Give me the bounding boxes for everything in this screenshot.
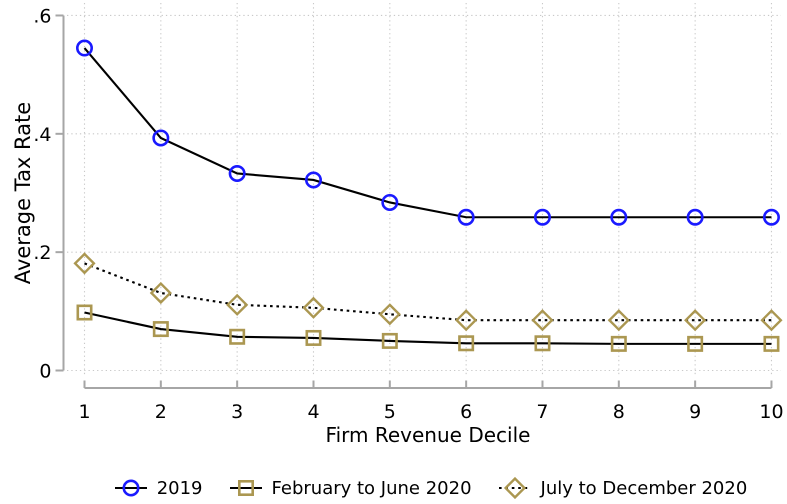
data-point-circle-marker-icon [228, 164, 246, 182]
x-tick-label: 10 [759, 401, 783, 423]
data-point-diamond-marker-icon [760, 309, 783, 332]
x-tick-label: 7 [536, 401, 548, 423]
legend-square-marker-icon [229, 480, 262, 496]
series-line-0 [83, 47, 772, 219]
x-tick-label: 3 [231, 401, 243, 423]
legend: 2019 February to June 2020 July to Decem… [37, 474, 787, 502]
data-point-circle-marker-icon [610, 208, 628, 226]
data-point-square-marker-icon [305, 329, 322, 346]
data-point-square-marker-icon [763, 335, 780, 352]
y-tick-label: 0 [39, 361, 51, 383]
x-axis-title: Firm Revenue Decile [325, 423, 531, 447]
data-point-square-marker-icon [76, 304, 93, 321]
y-tick-label: .6 [33, 5, 51, 27]
data-point-diamond-marker-icon [684, 309, 707, 332]
data-point-square-marker-icon [152, 321, 169, 338]
data-point-circle-marker-icon [381, 193, 399, 211]
data-point-circle-marker-icon [533, 208, 551, 226]
data-point-circle-marker-icon [686, 208, 704, 226]
data-point-circle-marker-icon [762, 208, 780, 226]
data-point-diamond-marker-icon [226, 293, 249, 316]
y-tick-label: .2 [33, 242, 51, 264]
data-point-square-marker-icon [687, 335, 704, 352]
legend-item-feb-june-2020: February to June 2020 [229, 476, 472, 500]
series-line-1 [84, 311, 772, 345]
legend-label-july-dec-2020: July to December 2020 [540, 477, 748, 499]
legend-label-feb-june-2020: February to June 2020 [271, 477, 472, 499]
data-point-square-marker-icon [229, 328, 246, 345]
data-point-square-marker-icon [610, 335, 627, 352]
data-point-circle-marker-icon [122, 479, 140, 497]
legend-diamond-marker-icon [498, 476, 531, 500]
data-point-square-marker-icon [381, 332, 398, 349]
data-point-diamond-marker-icon [503, 476, 526, 500]
x-tick-label: 8 [613, 401, 625, 423]
data-point-circle-marker-icon [152, 129, 170, 147]
data-point-diamond-marker-icon [378, 303, 401, 326]
x-tick-label: 4 [307, 401, 319, 423]
legend-label-2019: 2019 [156, 477, 203, 499]
legend-item-2019: 2019 [114, 476, 203, 500]
legend-circle-marker-icon [114, 479, 147, 497]
x-tick-label: 5 [384, 401, 396, 423]
x-tick-label: 9 [689, 401, 701, 423]
data-point-square-marker-icon [458, 335, 475, 352]
data-point-square-marker-icon [237, 480, 254, 496]
data-point-circle-marker-icon [304, 171, 322, 189]
data-point-diamond-marker-icon [302, 296, 325, 319]
legend-item-july-dec-2020: July to December 2020 [498, 476, 748, 500]
data-point-diamond-marker-icon [73, 252, 96, 275]
data-point-square-marker-icon [534, 335, 551, 352]
y-axis-title: Average Tax Rate [11, 101, 35, 285]
chart-svg: 0 .2 .4 .6 1 2 3 4 5 6 7 8 9 10 [33, 3, 784, 423]
data-point-circle-marker-icon [457, 208, 475, 226]
data-point-diamond-marker-icon [455, 309, 478, 332]
data-point-diamond-marker-icon [149, 281, 172, 305]
y-tick-label: .4 [33, 124, 51, 146]
x-tick-label: 2 [155, 401, 167, 423]
x-tick-label: 6 [460, 401, 472, 423]
x-tick-label: 1 [78, 401, 90, 423]
series-line-2 [84, 262, 772, 322]
data-point-diamond-marker-icon [531, 309, 554, 332]
data-point-circle-marker-icon [76, 39, 94, 57]
data-point-diamond-marker-icon [607, 309, 630, 332]
